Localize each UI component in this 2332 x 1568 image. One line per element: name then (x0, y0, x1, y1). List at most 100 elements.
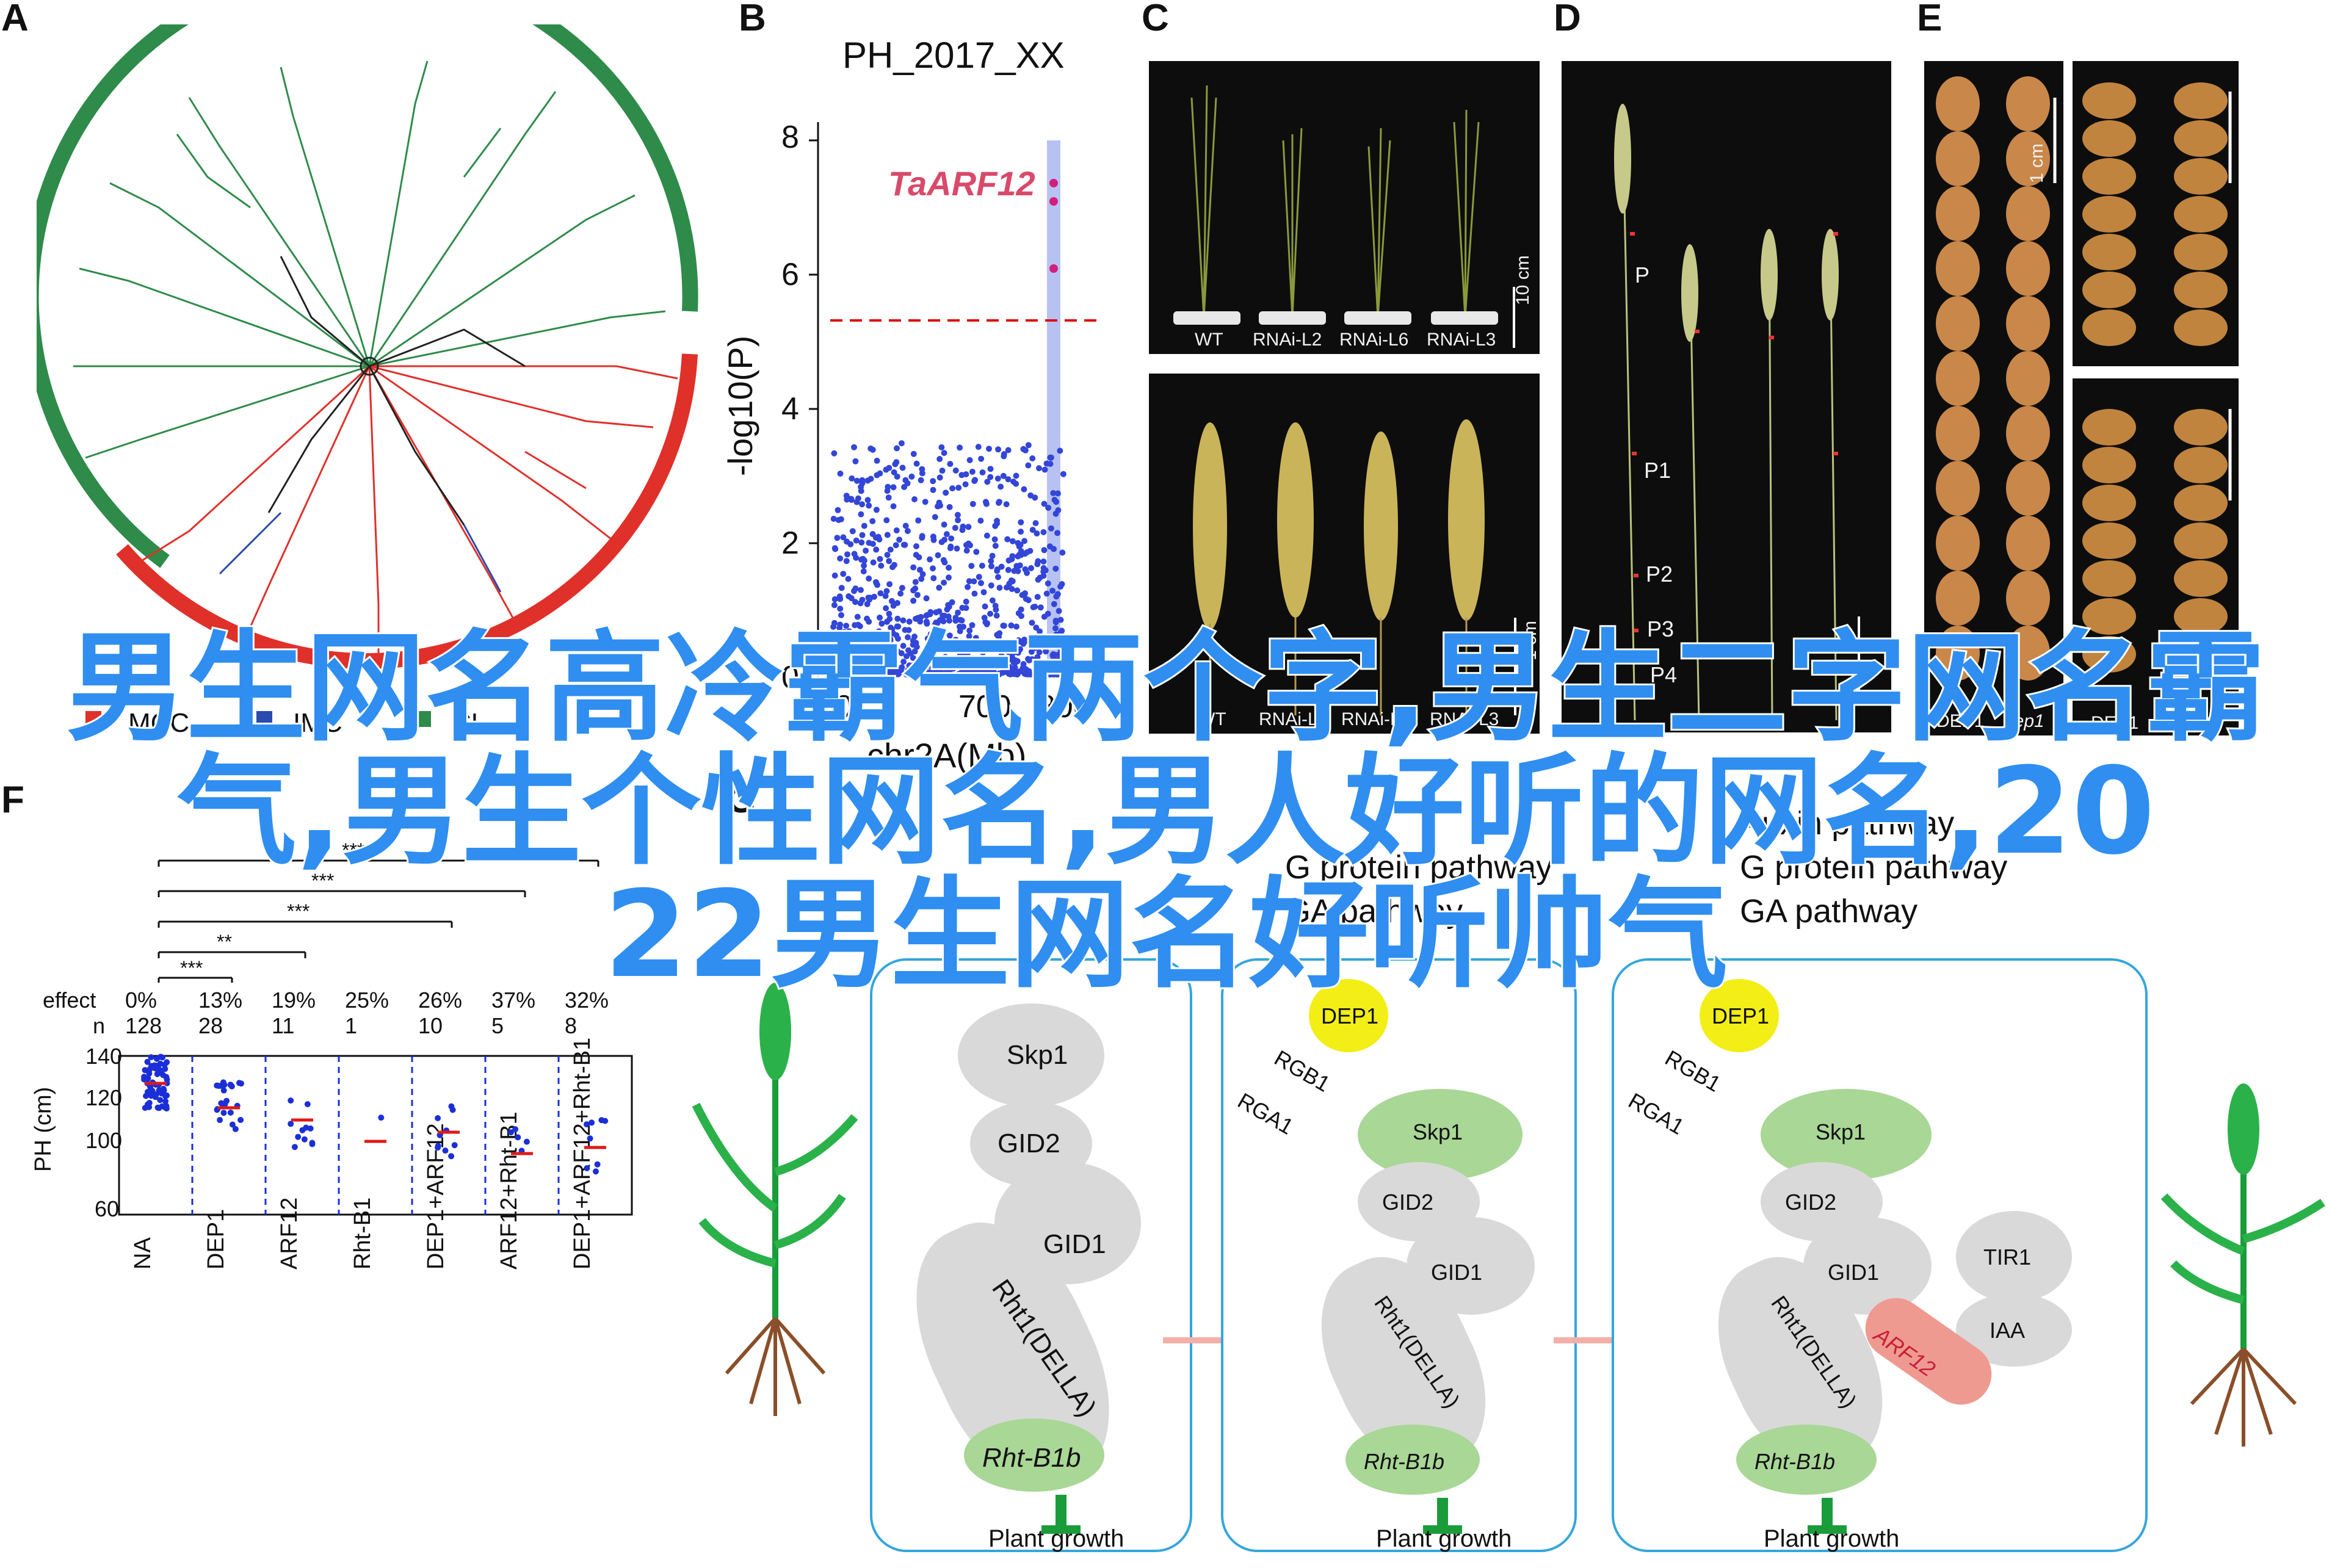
snp-point (846, 593, 852, 599)
internode-p3: P3 (1647, 616, 1675, 641)
c-bottom-label-l3: RNAi-L3 (1430, 709, 1499, 729)
snp-point (870, 559, 877, 566)
snp-point (1041, 547, 1048, 554)
snp-point (852, 458, 859, 464)
ph-point (378, 1115, 385, 1121)
snp-point (834, 665, 841, 672)
snp-point (915, 517, 922, 524)
ph-point (508, 1129, 514, 1136)
snp-point (1004, 584, 1010, 591)
snp-point (1010, 479, 1017, 485)
snp-point (962, 481, 969, 488)
legend-imc-swatch (256, 711, 272, 727)
ph-point (448, 1153, 455, 1160)
snp-point (1029, 620, 1035, 626)
panel-c-letter: C (1142, 0, 1169, 39)
snp-point (904, 480, 911, 486)
snp-point (946, 604, 952, 610)
legend-imc: IMC (293, 708, 342, 738)
snp-point (937, 502, 943, 509)
snp-point (1061, 656, 1067, 663)
snp-point (1008, 622, 1015, 629)
snp-point (856, 633, 863, 640)
snp-point (1054, 591, 1061, 598)
snp-point (1032, 494, 1038, 501)
snp-point (911, 634, 918, 640)
snp-point (930, 575, 937, 582)
snp-point (936, 671, 943, 677)
snp-point (946, 504, 953, 510)
ph-point (220, 1110, 227, 1116)
snp-point (838, 585, 845, 591)
snp-point (997, 641, 1004, 648)
ph-point (512, 1126, 519, 1133)
skp1-label-3: Skp1 (1816, 1119, 1866, 1144)
snp-point (946, 632, 953, 639)
snp-point (905, 627, 912, 634)
mid-ga-pathway: GA pathway (1285, 893, 1463, 930)
snp-point (888, 598, 895, 604)
snp-point (874, 457, 880, 464)
snp-point (991, 536, 998, 543)
snp-point (1020, 446, 1027, 452)
snp-point (877, 614, 883, 621)
ph-point (435, 1115, 441, 1121)
ph-point (288, 1097, 294, 1104)
snp-point (987, 655, 993, 662)
snp-point (895, 635, 901, 642)
snp-point (1036, 465, 1042, 472)
snp-point (994, 520, 1001, 527)
snp-point (1059, 671, 1066, 677)
snp-point (840, 534, 847, 541)
snp-point (833, 671, 840, 677)
snp-point (919, 671, 926, 677)
snp-point (882, 593, 889, 599)
snp-point (858, 483, 864, 490)
ph-point (301, 1136, 308, 1143)
snp-point (922, 665, 929, 671)
snp-point (955, 609, 961, 616)
snp-point (831, 596, 838, 602)
snp-point (1051, 497, 1058, 503)
skp1-label-2: Skp1 (1413, 1119, 1463, 1144)
snp-point (1045, 610, 1051, 617)
snp-point (947, 543, 954, 550)
snp-point (940, 618, 947, 624)
snp-point (886, 558, 893, 565)
snp-point (841, 629, 847, 635)
snp-point (1004, 668, 1011, 675)
snp-point (851, 444, 857, 450)
snp-point (922, 499, 929, 505)
ph-point (153, 1055, 160, 1062)
snp-point (933, 609, 940, 616)
snp-point (886, 630, 893, 637)
snp-point (843, 623, 850, 629)
grain (2006, 461, 2050, 516)
snp-point (965, 583, 971, 590)
snp-point (996, 499, 1002, 505)
effect-5: 37% (491, 988, 536, 1013)
taarf12-annotation: TaARF12 (888, 164, 1035, 203)
snp-point (1049, 652, 1056, 659)
snp-point (963, 547, 970, 554)
rga1-label-2: RGA1 (1233, 1088, 1298, 1140)
grain (2174, 82, 2228, 119)
snp-point (994, 475, 1001, 482)
snp-point (995, 446, 1002, 453)
snp-point (1056, 651, 1062, 658)
snp-point (969, 622, 976, 629)
snp-point (1048, 525, 1054, 532)
snp-point (966, 578, 972, 585)
inhibition-bar-1 (1056, 1495, 1066, 1530)
gid2-label-2: GID2 (1382, 1190, 1434, 1215)
grain (2082, 158, 2136, 195)
significance-brackets (158, 859, 599, 983)
snp-point (831, 573, 838, 579)
snp-point (831, 634, 838, 640)
rhtb1b-shape-2 (1345, 1425, 1480, 1495)
snp-point (1032, 604, 1038, 610)
grain (2082, 447, 2136, 483)
snp-point (984, 620, 990, 627)
overlay-title-line-1: 男生网名高冷霸气两个字,男生二字网名霸 (65, 619, 2267, 758)
tick-x-700: 700 (958, 689, 1012, 724)
